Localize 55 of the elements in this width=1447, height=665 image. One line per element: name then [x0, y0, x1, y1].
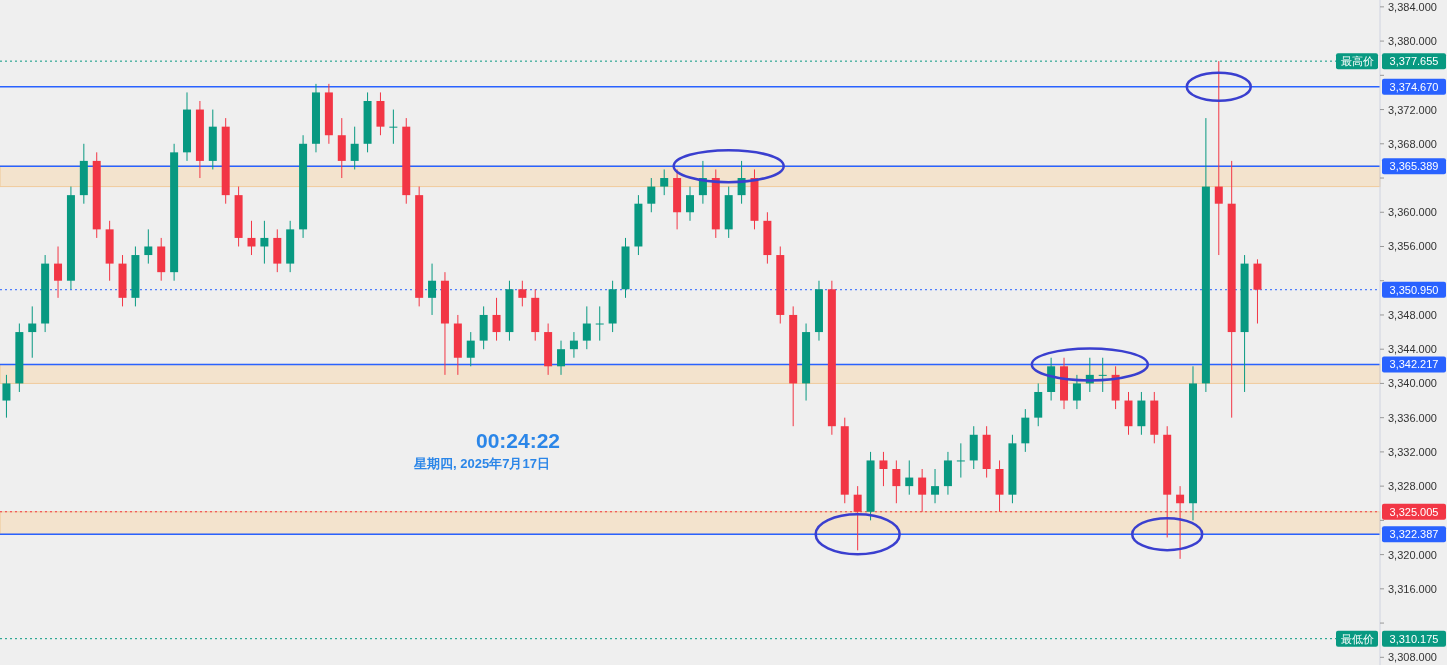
y-tick-label: 3,332.000: [1388, 445, 1437, 458]
candlestick: [428, 263, 437, 316]
ref-line-label: 3,342.217: [1389, 358, 1439, 371]
candlestick: [247, 220, 256, 256]
y-tick-label: 3,348.000: [1388, 308, 1437, 321]
y-tick-label: 3,384.000: [1388, 0, 1437, 13]
candlestick: [518, 280, 527, 307]
candlestick: [892, 459, 901, 504]
y-tick-label: 3,308.000: [1388, 651, 1437, 664]
ref-line-label: 3,374.670: [1389, 80, 1439, 93]
y-tick-label: 3,336.000: [1388, 411, 1437, 424]
candlestick: [853, 485, 862, 551]
candlestick: [260, 220, 269, 265]
candlestick: [2, 374, 11, 419]
ref-line-label: 最低价: [1340, 632, 1374, 645]
candlestick: [1072, 374, 1081, 410]
annotation: 星期四, 2025年7月17日: [413, 456, 550, 471]
candlestick: [582, 305, 591, 350]
candlestick: [1098, 357, 1107, 393]
candlestick: [879, 451, 888, 487]
candlestick: [144, 228, 153, 265]
annotation: 00:24:22: [475, 429, 561, 452]
candlestick: [350, 126, 359, 170]
candlestick: [569, 331, 578, 359]
candlestick: [557, 340, 566, 376]
candlestick: [647, 177, 656, 213]
y-tick-label: 3,360.000: [1388, 206, 1437, 219]
candlestick: [492, 297, 501, 342]
candlestick: [905, 459, 914, 496]
text: 3,310.175: [1389, 632, 1439, 645]
ref-line-label: 3,325.005: [1389, 505, 1439, 518]
candlestick: [931, 468, 940, 504]
y-tick-label: 3,340.000: [1388, 377, 1437, 390]
candlestick: [956, 442, 965, 479]
candlestick: [660, 168, 669, 196]
candlestick: [54, 245, 63, 299]
text: 3,377.655: [1389, 55, 1439, 68]
ref-line-label: 最高价: [1340, 55, 1374, 68]
y-tick-label: 3,380.000: [1388, 35, 1437, 48]
y-tick-label: 3,372.000: [1388, 103, 1437, 116]
candlestick: [595, 305, 604, 342]
ref-line-label: 3,365.389: [1389, 160, 1439, 173]
candlestick: [28, 305, 37, 359]
candlestick: [389, 109, 398, 145]
y-tick-label: 3,316.000: [1388, 582, 1437, 595]
candlestick: [466, 331, 475, 367]
candlestick: [686, 186, 694, 222]
y-tick-label: 3,328.000: [1388, 480, 1437, 493]
y-tick-label: 3,356.000: [1388, 240, 1437, 253]
y-tick-label: 3,344.000: [1388, 343, 1437, 356]
candlestick: [1214, 60, 1223, 256]
y-tick-label: 3,320.000: [1388, 548, 1437, 561]
y-tick-label: 3,368.000: [1388, 137, 1437, 150]
ref-line-label: 3,322.387: [1389, 528, 1439, 541]
ref-line-label: 3,350.950: [1389, 283, 1439, 296]
